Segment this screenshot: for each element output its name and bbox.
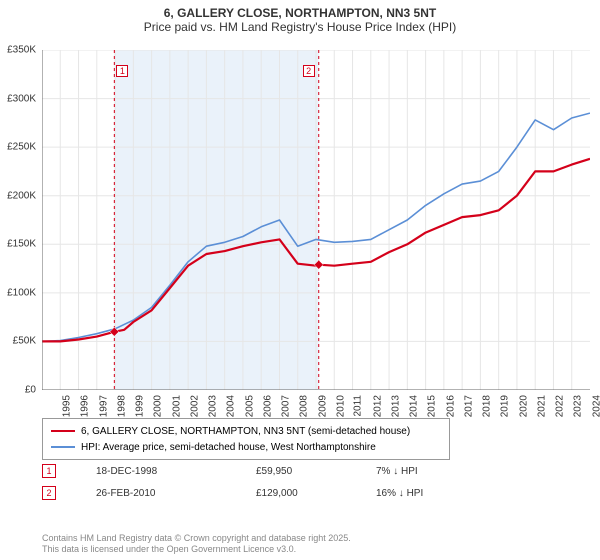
x-tick-label: 2000: [153, 395, 164, 417]
chart-area: £0£50K£100K£150K£200K£250K£300K£350K1995…: [42, 50, 590, 390]
x-tick-label: 2010: [335, 395, 346, 417]
transaction-date: 26-FEB-2010: [96, 488, 216, 499]
x-tick-label: 2012: [372, 395, 383, 417]
x-tick-label: 1995: [61, 395, 72, 417]
x-tick-label: 2021: [536, 395, 547, 417]
transaction-row: 1 18-DEC-1998 £59,950 7% ↓ HPI: [42, 464, 418, 478]
x-tick-label: 1998: [116, 395, 127, 417]
x-tick-label: 1999: [134, 395, 145, 417]
chart-marker-label: 1: [116, 65, 128, 77]
chart-marker-label: 2: [303, 65, 315, 77]
x-tick-label: 2006: [262, 395, 273, 417]
footer-line2: This data is licensed under the Open Gov…: [42, 544, 351, 556]
footer-line1: Contains HM Land Registry data © Crown c…: [42, 533, 351, 545]
title-line1: 6, GALLERY CLOSE, NORTHAMPTON, NN3 5NT: [0, 6, 600, 20]
x-tick-label: 2002: [189, 395, 200, 417]
chart-svg: [42, 50, 590, 390]
x-tick-label: 2004: [226, 395, 237, 417]
transaction-price: £59,950: [256, 466, 336, 477]
x-tick-label: 2008: [299, 395, 310, 417]
x-tick-label: 2003: [207, 395, 218, 417]
legend-swatch: [51, 446, 75, 448]
y-tick-label: £100K: [0, 287, 36, 298]
x-tick-label: 2005: [244, 395, 255, 417]
legend-row: 6, GALLERY CLOSE, NORTHAMPTON, NN3 5NT (…: [51, 423, 441, 439]
x-tick-label: 1996: [80, 395, 91, 417]
legend-label: 6, GALLERY CLOSE, NORTHAMPTON, NN3 5NT (…: [81, 426, 410, 437]
x-tick-label: 2015: [427, 395, 438, 417]
y-tick-label: £150K: [0, 239, 36, 250]
y-tick-label: £200K: [0, 190, 36, 201]
x-tick-label: 1997: [98, 395, 109, 417]
x-tick-label: 2020: [518, 395, 529, 417]
x-tick-label: 2023: [573, 395, 584, 417]
transaction-delta: 7% ↓ HPI: [376, 466, 418, 477]
transaction-marker-icon: 1: [42, 464, 56, 478]
x-tick-label: 2013: [390, 395, 401, 417]
transaction-row: 2 26-FEB-2010 £129,000 16% ↓ HPI: [42, 486, 423, 500]
transaction-marker-icon: 2: [42, 486, 56, 500]
x-tick-label: 2014: [408, 395, 419, 417]
x-tick-label: 2024: [591, 395, 600, 417]
y-tick-label: £300K: [0, 93, 36, 104]
y-tick-label: £50K: [0, 336, 36, 347]
x-tick-label: 2011: [353, 395, 364, 417]
chart-title-block: 6, GALLERY CLOSE, NORTHAMPTON, NN3 5NT P…: [0, 0, 600, 36]
x-tick-label: 2001: [171, 395, 182, 417]
y-tick-label: £0: [0, 385, 36, 396]
legend-box: 6, GALLERY CLOSE, NORTHAMPTON, NN3 5NT (…: [42, 418, 450, 460]
transaction-date: 18-DEC-1998: [96, 466, 216, 477]
legend-label: HPI: Average price, semi-detached house,…: [81, 442, 376, 453]
x-tick-label: 2007: [280, 395, 291, 417]
x-tick-label: 2017: [463, 395, 474, 417]
footer-text: Contains HM Land Registry data © Crown c…: [42, 533, 351, 556]
x-tick-label: 2018: [481, 395, 492, 417]
title-line2: Price paid vs. HM Land Registry's House …: [0, 20, 600, 34]
x-tick-label: 2009: [317, 395, 328, 417]
x-tick-label: 2016: [445, 395, 456, 417]
y-tick-label: £250K: [0, 142, 36, 153]
transaction-price: £129,000: [256, 488, 336, 499]
x-tick-label: 2019: [500, 395, 511, 417]
y-tick-label: £350K: [0, 45, 36, 56]
transaction-delta: 16% ↓ HPI: [376, 488, 423, 499]
legend-swatch: [51, 430, 75, 433]
x-tick-label: 2022: [554, 395, 565, 417]
legend-row: HPI: Average price, semi-detached house,…: [51, 439, 441, 455]
